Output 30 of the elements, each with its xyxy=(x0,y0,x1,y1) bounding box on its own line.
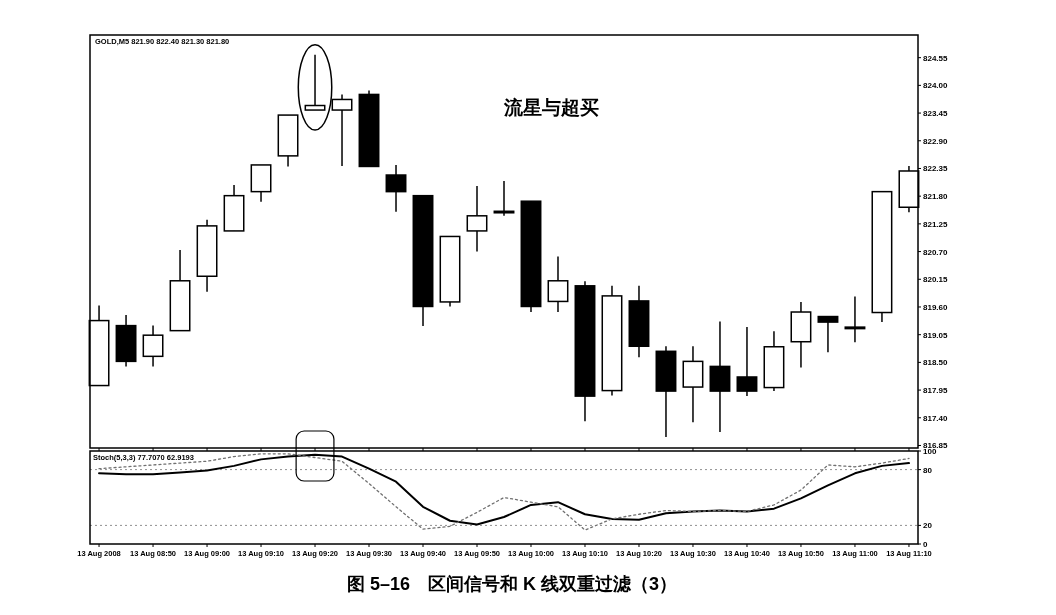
caption: 图 5–16 区间信号和 K 线双重过滤（3） xyxy=(346,574,678,594)
annotation: 流星与超买 xyxy=(503,97,599,118)
candlestick xyxy=(466,185,488,253)
candlestick xyxy=(844,295,866,343)
y-tick-label: 80 xyxy=(923,465,933,475)
y-tick-label: 20 xyxy=(923,521,933,531)
candlestick xyxy=(304,53,326,111)
y-tick-label: 823.45 xyxy=(923,109,949,119)
candlestick xyxy=(736,326,758,397)
y-tick-label: 822.35 xyxy=(923,164,949,174)
y-tick-label: 824.00 xyxy=(923,81,949,91)
y-tick-label: 820.70 xyxy=(923,247,949,257)
candlestick xyxy=(547,255,569,313)
y-tick-label: 0 xyxy=(923,540,928,549)
candlestick xyxy=(331,93,353,167)
candlestick xyxy=(385,164,407,213)
y-tick-label: 818.50 xyxy=(923,358,949,368)
y-tick-label: 820.15 xyxy=(923,275,949,285)
y-tick-label: 821.25 xyxy=(923,219,949,229)
y-tick-label: 819.05 xyxy=(923,330,949,340)
y-tick-label: 824.55 xyxy=(923,53,949,63)
candlestick xyxy=(817,315,839,354)
y-tick-label: 821.80 xyxy=(923,192,949,202)
y-tick-label: 819.60 xyxy=(923,302,949,312)
y-tick-label: 100 xyxy=(923,447,937,456)
candlestick xyxy=(493,180,515,217)
candlestick xyxy=(142,324,164,368)
y-tick-label: 817.40 xyxy=(923,413,949,423)
y-tick-label: 817.95 xyxy=(923,386,949,396)
y-tick-label: 822.90 xyxy=(923,136,949,146)
